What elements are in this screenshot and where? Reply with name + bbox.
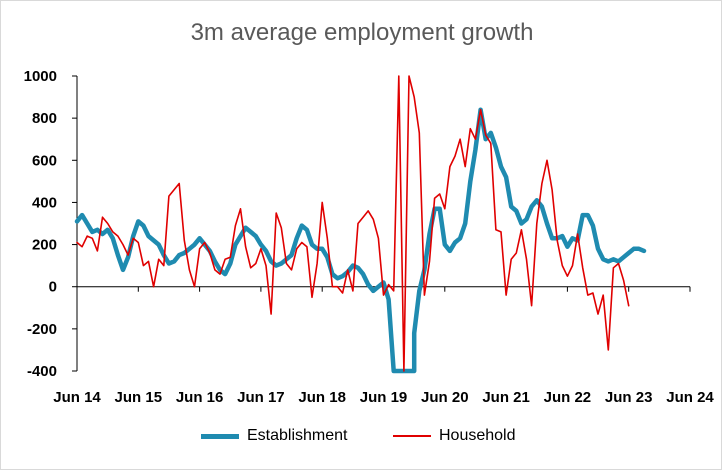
x-tick-label: Jun 22 — [544, 389, 592, 406]
legend-label-establishment: Establishment — [247, 427, 348, 444]
legend-label-household: Household — [439, 427, 516, 444]
x-tick-label: Jun 15 — [115, 389, 163, 406]
y-tick-label: 0 — [49, 279, 57, 296]
y-tick-label: 400 — [32, 194, 57, 211]
legend-swatch-household — [393, 435, 431, 437]
x-tick-label: Jun 24 — [666, 389, 714, 406]
series-lines — [74, 75, 647, 374]
x-tick-label: Jun 23 — [605, 389, 653, 406]
chart-title: 3m average employment growth — [190, 19, 534, 46]
y-tick-label: 800 — [32, 110, 57, 127]
x-tick-labels: Jun 14 Jun 15 Jun 16 Jun 17 Jun 18 Jun 19 Jun … — [53, 286, 714, 406]
y-tick-label: -400 — [27, 363, 57, 380]
x-tick-label: Jun 19 — [360, 389, 408, 406]
legend-establishment: Establishment — [201, 427, 348, 445]
legend-household: Household — [393, 427, 516, 445]
y-tick-labels: 1000 800 600 400 200 0 -200 -400 — [24, 68, 77, 380]
x-tick-label: Jun 17 — [237, 389, 285, 406]
x-tick-label: Jun 20 — [421, 389, 469, 406]
x-tick-label: Jun 14 — [53, 389, 101, 406]
axes — [76, 76, 690, 371]
x-tick-label: Jun 16 — [176, 389, 224, 406]
series-line-household — [76, 75, 630, 372]
y-tick-label: 200 — [32, 237, 57, 254]
y-tick-label: -200 — [27, 321, 57, 338]
x-tick-label: Jun 21 — [482, 389, 530, 406]
y-tick-label: 600 — [32, 152, 57, 169]
series-line-establishment — [74, 107, 647, 374]
x-tick-label: Jun 18 — [298, 389, 346, 406]
legend-swatch-establishment — [201, 433, 239, 439]
y-tick-label: 1000 — [24, 68, 57, 85]
